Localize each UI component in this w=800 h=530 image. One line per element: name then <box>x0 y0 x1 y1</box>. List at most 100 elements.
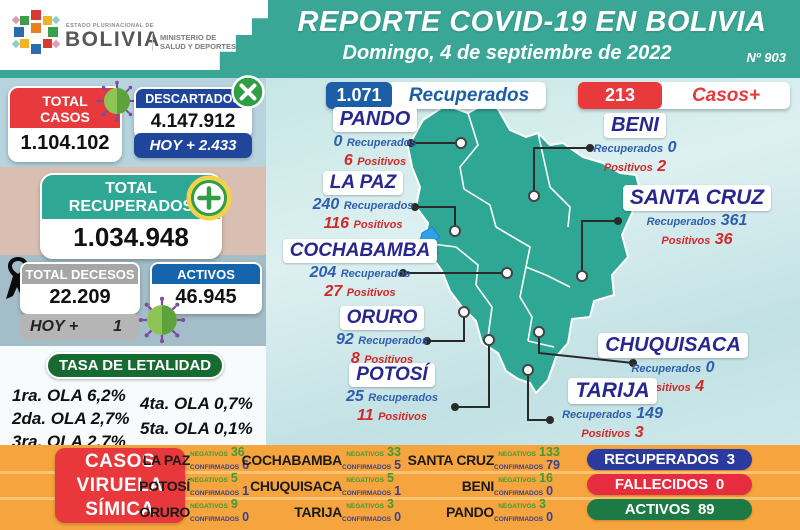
page-title: REPORTE COVID-19 EN BOLIVIA <box>297 6 767 38</box>
negativos-label: NEGATIVOS <box>190 477 228 484</box>
recuperados-word: Recuperados <box>340 268 411 280</box>
badge-value: 0 <box>715 476 725 493</box>
dept-santa-cruz-positivos: 36 <box>714 231 733 248</box>
total-casos-label: TOTAL CASOS <box>10 88 120 128</box>
badge-label: ACTIVOS <box>624 501 690 518</box>
confirmados-value: 0 <box>242 510 250 524</box>
viruela-fallecidos-badge: FALLECIDOS 0 <box>587 474 752 495</box>
positivos-word: Positivos <box>603 162 653 174</box>
confirmados-label: CONFIRMADOS <box>190 464 240 471</box>
bolivia-map <box>399 102 641 424</box>
virus-icon <box>138 296 186 344</box>
viruela-dept-name: TARIJA <box>294 504 342 520</box>
badge-label: FALLECIDOS <box>614 476 708 493</box>
viruela-cell-la-paz: LA PAZ NEGATIVOS 36 CONFIRMADOS 6 <box>88 446 249 473</box>
viruela-title-line1: CASOS <box>84 450 156 472</box>
confirmados-value: 6 <box>242 458 250 472</box>
descartados-box: DESCARTADOS 4.147.912 <box>134 87 252 139</box>
dept-beni-recuperados: 0 <box>667 139 677 156</box>
viruela-cell-tarija: TARIJA NEGATIVOS 3 CONFIRMADOS 0 <box>240 497 408 525</box>
confirmados-label: CONFIRMADOS <box>494 490 544 497</box>
total-casos-value: 1.104.102 <box>10 128 120 160</box>
dept-tarija-recuperados: 149 <box>636 405 663 422</box>
total-casos-box: TOTAL CASOS 1.104.102 <box>8 86 122 162</box>
viruela-dept-name: POTOSÍ <box>139 478 190 494</box>
positivos-word: Positivos <box>346 287 396 299</box>
negativos-value: 3 <box>387 497 394 511</box>
dept-santa-cruz: SANTA CRUZ Recuperados 361 Positivos 36 <box>622 185 772 249</box>
plus-circle-icon <box>186 175 232 221</box>
ministry-line1: MINISTERIO DE <box>160 33 217 42</box>
descartados-value: 4.147.912 <box>136 108 250 137</box>
badge-value: 3 <box>726 451 735 468</box>
connector-lines <box>403 142 634 421</box>
viruela-cell-oruro: ORURO NEGATIVOS 9 CONFIRMADOS 0 <box>88 498 249 525</box>
negativos-value: 5 <box>230 471 238 485</box>
dept-la-paz-positivos: 116 <box>323 215 350 232</box>
negativos-label: NEGATIVOS <box>498 451 536 458</box>
ola-5: 5ta. OLA 0,1% <box>140 419 253 438</box>
viruela-cell-potosi: POTOSÍ NEGATIVOS 5 CONFIRMADOS 1 <box>88 471 249 499</box>
dept-beni: BENI Recuperados 0 Positivos 2 <box>570 113 700 176</box>
confirmados-label: CONFIRMADOS <box>342 490 392 497</box>
dept-chuquisaca-recuperados: 0 <box>705 359 715 376</box>
negativos-label: NEGATIVOS <box>190 503 228 510</box>
dept-oruro-recuperados: 92 <box>336 331 354 348</box>
confirmados-label: CONFIRMADOS <box>342 516 392 523</box>
negativos-value: 133 <box>539 445 560 459</box>
recuperados-word: Recuperados <box>368 392 438 404</box>
negativos-label: NEGATIVOS <box>346 503 384 510</box>
viruela-simica-title: CASOS VIRUELA SÍMICA <box>55 448 185 523</box>
positivos-word: Positivos <box>353 219 403 231</box>
viruela-cell-santa-cruz: SANTA CRUZ NEGATIVOS 133 CONFIRMADOS 79 <box>388 445 561 473</box>
department-dots <box>449 137 588 376</box>
bolivia-outline <box>407 102 641 394</box>
ola-2: 2da. OLA 2,7% <box>12 409 130 428</box>
dept-potosi-positivos: 11 <box>357 407 374 424</box>
activos-value: 46.945 <box>152 284 260 312</box>
confirmados-value: 0 <box>546 510 554 524</box>
report-number: Nº 903 <box>746 50 786 65</box>
daily-recuperados-label: Recuperados <box>408 84 530 106</box>
activos-label: ACTIVOS <box>152 264 260 284</box>
confirmados-label: CONFIRMADOS <box>494 464 544 471</box>
total-recuperados-label-1: TOTAL <box>105 180 157 197</box>
dept-beni-positivos: 2 <box>657 158 667 175</box>
decesos-today-label: HOY + <box>30 318 79 335</box>
viruela-recuperados-badge: RECUPERADOS 3 <box>587 449 752 470</box>
descartados-today: HOY + 2.433 <box>134 133 252 158</box>
total-recuperados-label-2: RECUPERADOS <box>68 198 194 215</box>
dept-chuquisaca: CHUQUISACA Recuperados 0 Positivos 4 <box>598 333 748 396</box>
viruela-cell-pando: PANDO NEGATIVOS 3 CONFIRMADOS 0 <box>388 498 560 525</box>
viruela-dept-name: CHUQUISACA <box>250 478 342 494</box>
dept-pando-name: PANDO <box>332 107 418 132</box>
positivos-word: Positivos <box>661 235 711 247</box>
band-stripe <box>0 471 800 474</box>
ola-4: 4ta. OLA 0,7% <box>140 394 253 413</box>
dept-chuquisaca-name: CHUQUISACA <box>598 333 748 358</box>
recuperados-word: Recuperados <box>358 335 428 347</box>
dept-tarija-positivos: 3 <box>634 424 644 441</box>
total-casos-label-2: CASOS <box>40 109 90 125</box>
virus-icon <box>96 80 138 122</box>
dept-oruro-name: ORURO <box>339 306 425 330</box>
confirmados-value: 79 <box>546 458 561 472</box>
positivos-word: Positivos <box>581 428 631 440</box>
recuperados-word: Recuperados <box>562 409 632 421</box>
confirmados-label: CONFIRMADOS <box>494 516 544 523</box>
dept-chuquisaca-positivos: 4 <box>695 378 705 395</box>
negativos-value: 16 <box>539 471 553 485</box>
dept-la-paz: LA PAZ 240 Recuperados 116 Positivos <box>288 171 438 233</box>
negativos-label: NEGATIVOS <box>346 477 384 484</box>
recuperados-word: Recuperados <box>631 363 702 375</box>
negativos-label: NEGATIVOS <box>498 503 536 510</box>
negativos-label: NEGATIVOS <box>346 451 384 458</box>
daily-casos-label: Casos+ <box>691 84 761 106</box>
dept-la-paz-recuperados: 240 <box>312 196 340 213</box>
letalidad-column-1: 1ra. OLA 6,2% 2da. OLA 2,7% 3ra. OLA 2,7… <box>12 384 129 453</box>
daily-recuperados-pill: 1.071 Recuperados <box>326 82 546 109</box>
dept-cochabamba: COCHABAMBA 204 Recuperados 27 Positivos <box>280 239 440 301</box>
dept-potosi-recuperados: 25 <box>346 388 364 405</box>
report-date: Domingo, 4 de septiembre de 2022 <box>342 42 672 64</box>
tasa-letalidad-title: TASA DE LETALIDAD <box>46 352 224 379</box>
